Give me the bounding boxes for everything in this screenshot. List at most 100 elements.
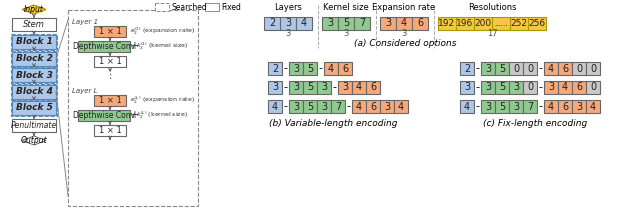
Text: 196: 196 xyxy=(456,19,474,28)
Text: -: - xyxy=(318,64,322,73)
Bar xyxy=(380,100,394,113)
Text: ......: ...... xyxy=(494,21,508,27)
Text: 1 × 1: 1 × 1 xyxy=(99,96,122,105)
Bar xyxy=(460,81,474,94)
Bar xyxy=(558,81,572,94)
Bar xyxy=(509,62,523,75)
Text: 3: 3 xyxy=(513,83,519,92)
Bar xyxy=(572,62,586,75)
Bar xyxy=(523,81,537,94)
Text: 1 × 1: 1 × 1 xyxy=(99,126,122,135)
Bar xyxy=(268,62,282,75)
Text: 0: 0 xyxy=(590,83,596,92)
Bar xyxy=(324,62,338,75)
Text: 4: 4 xyxy=(562,83,568,92)
Text: 6: 6 xyxy=(562,64,568,73)
Text: -: - xyxy=(475,102,479,111)
Bar xyxy=(289,62,303,75)
Bar xyxy=(205,3,219,11)
Bar xyxy=(11,84,57,100)
Bar xyxy=(268,81,282,94)
Bar xyxy=(268,100,282,113)
Text: Stem: Stem xyxy=(23,20,45,29)
Text: Depthwise Conv: Depthwise Conv xyxy=(73,111,135,120)
Text: 3: 3 xyxy=(548,83,554,92)
Bar xyxy=(495,62,509,75)
Text: 1 × 1: 1 × 1 xyxy=(99,57,122,66)
Bar xyxy=(11,51,57,67)
Text: 4: 4 xyxy=(548,102,554,111)
Text: 3: 3 xyxy=(321,83,327,92)
Text: 5: 5 xyxy=(307,64,313,73)
Text: Output: Output xyxy=(20,136,47,145)
Text: 4: 4 xyxy=(301,19,307,29)
Text: 0: 0 xyxy=(527,64,533,73)
Text: 7: 7 xyxy=(527,102,533,111)
Text: 6: 6 xyxy=(370,83,376,92)
Bar xyxy=(544,62,558,75)
Text: -: - xyxy=(538,64,542,73)
Bar xyxy=(289,100,303,113)
Text: 4: 4 xyxy=(401,19,407,29)
Bar xyxy=(322,17,338,30)
Bar xyxy=(303,62,317,75)
Text: 3: 3 xyxy=(384,102,390,111)
Bar xyxy=(338,62,352,75)
Text: 6: 6 xyxy=(417,19,423,29)
Text: Block 3: Block 3 xyxy=(15,70,52,79)
Text: $k_2^{(L)}$ (kernel size): $k_2^{(L)}$ (kernel size) xyxy=(136,110,188,121)
Text: Block 1: Block 1 xyxy=(15,38,52,46)
Text: 4: 4 xyxy=(272,102,278,111)
Text: -: - xyxy=(346,102,350,111)
Text: 5: 5 xyxy=(307,83,313,92)
Text: 3: 3 xyxy=(485,83,491,92)
Bar xyxy=(317,100,331,113)
Text: 3: 3 xyxy=(385,19,391,29)
Text: 3: 3 xyxy=(485,64,491,73)
Text: 3: 3 xyxy=(464,83,470,92)
Text: 3: 3 xyxy=(321,102,327,111)
Bar xyxy=(495,81,509,94)
Polygon shape xyxy=(22,5,46,14)
Text: $k_2^{(1)}$ (kernel size): $k_2^{(1)}$ (kernel size) xyxy=(136,41,188,52)
Bar xyxy=(366,81,380,94)
Bar xyxy=(12,51,56,65)
Bar xyxy=(509,81,523,94)
Text: 0: 0 xyxy=(527,83,533,92)
Bar xyxy=(558,100,572,113)
Text: 3: 3 xyxy=(401,30,406,38)
Bar xyxy=(523,62,537,75)
Text: 3: 3 xyxy=(576,102,582,111)
Text: $+$: $+$ xyxy=(130,40,139,51)
Text: 0: 0 xyxy=(590,64,596,73)
Bar xyxy=(352,100,366,113)
Text: 3: 3 xyxy=(272,83,278,92)
Text: -: - xyxy=(283,83,287,92)
Bar xyxy=(523,100,537,113)
Text: Layer L: Layer L xyxy=(72,88,97,94)
Text: 3: 3 xyxy=(485,102,491,111)
Bar xyxy=(380,17,396,30)
Bar xyxy=(528,17,546,30)
Bar xyxy=(354,17,370,30)
Text: Block 4: Block 4 xyxy=(15,87,52,96)
Bar xyxy=(331,100,345,113)
Text: -: - xyxy=(475,83,479,92)
Text: Block 5: Block 5 xyxy=(15,103,52,113)
Text: 3: 3 xyxy=(327,19,333,29)
Bar xyxy=(544,81,558,94)
Bar xyxy=(12,18,56,31)
Bar xyxy=(289,81,303,94)
Text: 3: 3 xyxy=(285,19,291,29)
Text: Penultimate: Penultimate xyxy=(11,121,57,130)
Text: 256: 256 xyxy=(529,19,545,28)
Text: 4: 4 xyxy=(590,102,596,111)
Text: 3: 3 xyxy=(342,83,348,92)
Bar xyxy=(94,95,126,106)
Text: -: - xyxy=(283,102,287,111)
Bar xyxy=(303,100,317,113)
Bar xyxy=(438,17,456,30)
Text: 6: 6 xyxy=(370,102,376,111)
Text: 1 × 1: 1 × 1 xyxy=(99,27,122,36)
Text: 7: 7 xyxy=(335,102,341,111)
